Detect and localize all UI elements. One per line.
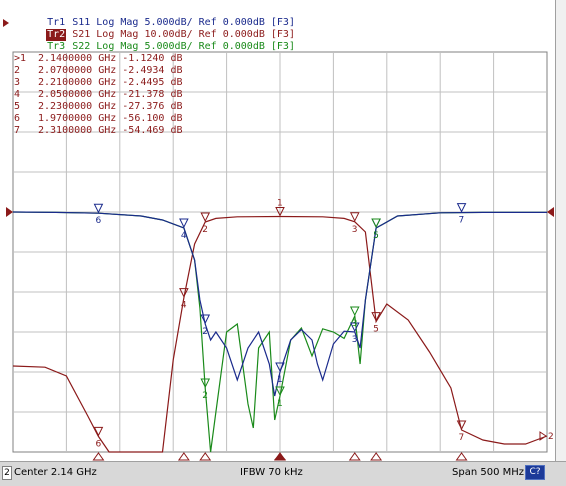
marker-3-s21-icon (349, 212, 360, 222)
marker-7-s11-label: 7 (459, 216, 465, 226)
marker-2-s22-icon (200, 378, 211, 389)
marker-table-id: 7 (14, 125, 20, 136)
marker-3-s11-label: 3 (352, 335, 358, 345)
trace-2-settings: S21 Log Mag 10.00dB/ Ref 0.000dB [F3] (66, 29, 295, 40)
marker-3-s22-label: 3 (352, 319, 358, 329)
marker-2-s21-label: 2 (202, 225, 208, 235)
marker-6-s11-label: 6 (95, 216, 101, 226)
trace-1-tag: Tr1 (47, 17, 66, 28)
trace-s11 (12, 211, 547, 397)
marker-7-s21-icon (456, 420, 467, 431)
trace-3-settings: S22 Log Mag 5.000dB/ Ref 0.000dB [F3] (66, 41, 295, 52)
marker-table-value: 2.0500000 GHz -21.378 dB (38, 89, 183, 100)
marker-5-s22-label: 5 (373, 231, 379, 241)
marker-table-id: 6 (14, 113, 20, 124)
marker-2-s11-icon (200, 314, 211, 325)
trace-2-end-label: 2 (548, 432, 554, 442)
center-frequency[interactable]: Center 2.14 GHz (14, 467, 97, 478)
stimulus-marker-2-icon (199, 452, 212, 461)
marker-table-id: >1 (14, 53, 26, 64)
marker-table-id: 3 (14, 77, 20, 88)
trace-1-label[interactable]: Tr1 S11 Log Mag 5.000dB/ Ref 0.000dB [F3… (10, 5, 295, 28)
marker-5-s21-icon (371, 312, 381, 322)
marker-4-s11-icon (179, 218, 189, 229)
marker-5-s22-icon (371, 218, 381, 229)
trace-1-settings: S11 Log Mag 5.000dB/ Ref 0.000dB [F3] (66, 17, 295, 28)
marker-5-s11-label: 5 (373, 231, 379, 241)
trace-3-tag: Tr3 (47, 41, 66, 52)
marker-table-id: 2 (14, 65, 20, 76)
marker-table-value: 1.9700000 GHz -56.100 dB (38, 113, 183, 124)
trace-2-end-icon (539, 431, 547, 441)
marker-6-s21-icon (93, 426, 104, 437)
marker-table-value: 2.3100000 GHz -54.469 dB (38, 125, 183, 136)
trace-2-tag: Tr2 (46, 29, 67, 41)
marker-table-value: 2.2300000 GHz -27.376 dB (38, 101, 183, 112)
marker-7-s11-icon (456, 203, 467, 213)
marker-3-s11-icon (349, 322, 360, 333)
trace-3-label[interactable]: Tr3 S22 Log Mag 5.000dB/ Ref 0.000dB [F3… (10, 29, 295, 52)
marker-6-s11-icon (93, 203, 104, 214)
marker-table-value: 2.0700000 GHz -2.4934 dB (38, 65, 183, 76)
marker-table-id: 4 (14, 89, 20, 100)
marker-table-value: 2.1400000 GHz -1.1240 dB (38, 53, 183, 64)
center-frequency-icon (274, 453, 286, 460)
marker-6-s21-label: 6 (95, 439, 101, 449)
correction-badge[interactable]: C? (525, 465, 545, 480)
status-bar: 2 Center 2.14 GHz IFBW 70 kHz Span 500 M… (0, 461, 566, 486)
marker-2-s21-icon (200, 212, 211, 223)
active-trace-arrow-icon (3, 19, 9, 27)
marker-1-s22-icon (275, 386, 285, 397)
marker-5-s21-label: 5 (373, 325, 379, 335)
ref-level-left-icon (6, 207, 13, 217)
span-setting[interactable]: Span 500 MHz (452, 467, 525, 478)
trace-header: Tr1 S11 Log Mag 5.000dB/ Ref 0.000dB [F3… (0, 0, 566, 52)
stimulus-marker-7-icon (455, 452, 468, 461)
stimulus-marker-4-icon (177, 452, 190, 461)
marker-4-s11-label: 4 (181, 231, 187, 241)
ifbw-setting[interactable]: IFBW 70 kHz (240, 467, 303, 478)
marker-3-s21-label: 3 (352, 225, 358, 235)
stimulus-marker-3-icon (348, 452, 361, 461)
right-scrollbar[interactable] (555, 0, 566, 461)
trace-s21 (12, 215, 548, 453)
marker-4-s21-icon (179, 288, 189, 298)
marker-1-s11-icon (275, 362, 285, 373)
ref-level-right-icon (547, 207, 554, 217)
marker-table-value: 2.2100000 GHz -2.4495 dB (38, 77, 183, 88)
marker-2-s22-label: 2 (202, 391, 208, 401)
marker-7-s21-label: 7 (459, 433, 465, 443)
stimulus-marker-5-icon (370, 452, 383, 461)
marker-3-s22-icon (349, 306, 360, 317)
trace-2-label[interactable]: Tr2 S21 Log Mag 10.00dB/ Ref 0.000dB [F3… (10, 17, 295, 41)
marker-1-s21-icon (275, 206, 285, 217)
marker-table-id: 5 (14, 101, 20, 112)
stimulus-marker-6-icon (92, 452, 105, 461)
marker-2-s11-label: 2 (202, 327, 208, 337)
marker-4-s21-label: 4 (181, 301, 187, 311)
marker-1-s22-label: 1 (277, 399, 283, 409)
marker-1-s11-label: 1 (277, 375, 283, 385)
channel-number[interactable]: 2 (2, 466, 12, 480)
marker-1-s21-label: 1 (277, 198, 283, 208)
